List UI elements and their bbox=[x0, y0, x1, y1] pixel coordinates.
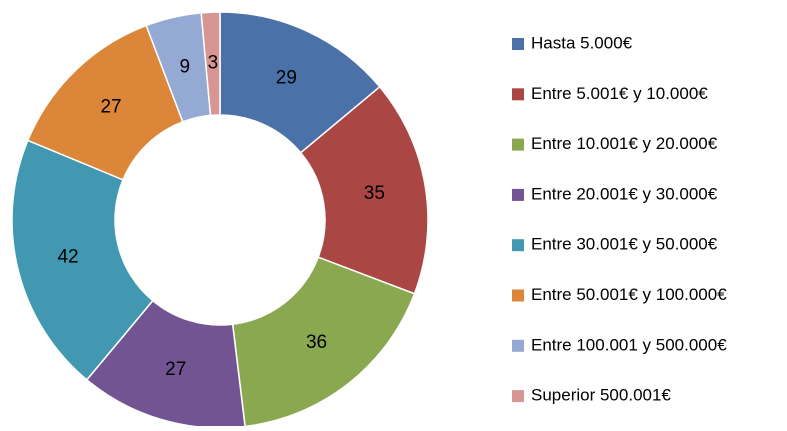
data-label: 29 bbox=[276, 67, 297, 88]
legend-swatch bbox=[512, 339, 524, 352]
donut-slice bbox=[299, 85, 429, 295]
legend-label: Superior 500.001€ bbox=[531, 386, 671, 405]
donut-slice bbox=[200, 11, 221, 117]
legend-swatch bbox=[512, 390, 524, 403]
data-label: 27 bbox=[165, 359, 186, 380]
legend-label: Hasta 5.000€ bbox=[531, 33, 633, 52]
data-label: 36 bbox=[306, 332, 327, 353]
data-label: 42 bbox=[57, 246, 78, 267]
legend-swatch bbox=[512, 38, 524, 50]
legend-label: Entre 20.001€ y 30.000€ bbox=[531, 184, 718, 203]
data-label: 35 bbox=[364, 183, 385, 204]
legend-label: Entre 10.001€ y 20.000€ bbox=[531, 134, 718, 153]
data-label: 9 bbox=[180, 57, 191, 78]
donut-slice bbox=[219, 11, 381, 154]
legend-swatch bbox=[512, 88, 524, 101]
legend-label: Entre 100.001 y 500.000€ bbox=[531, 335, 727, 354]
legend-swatch bbox=[512, 138, 524, 151]
legend-label: Entre 30.001€ y 50.000€ bbox=[531, 235, 718, 254]
legend-swatch bbox=[512, 289, 524, 302]
legend-label: Entre 5.001€ y 10.000€ bbox=[531, 84, 708, 103]
data-label: 27 bbox=[100, 97, 121, 118]
legend-swatch bbox=[512, 188, 524, 201]
data-label: 3 bbox=[208, 53, 219, 74]
legend-swatch bbox=[512, 239, 524, 252]
donut-slice bbox=[11, 139, 154, 381]
legend-label: Entre 50.001€ y 100.000€ bbox=[531, 285, 727, 304]
